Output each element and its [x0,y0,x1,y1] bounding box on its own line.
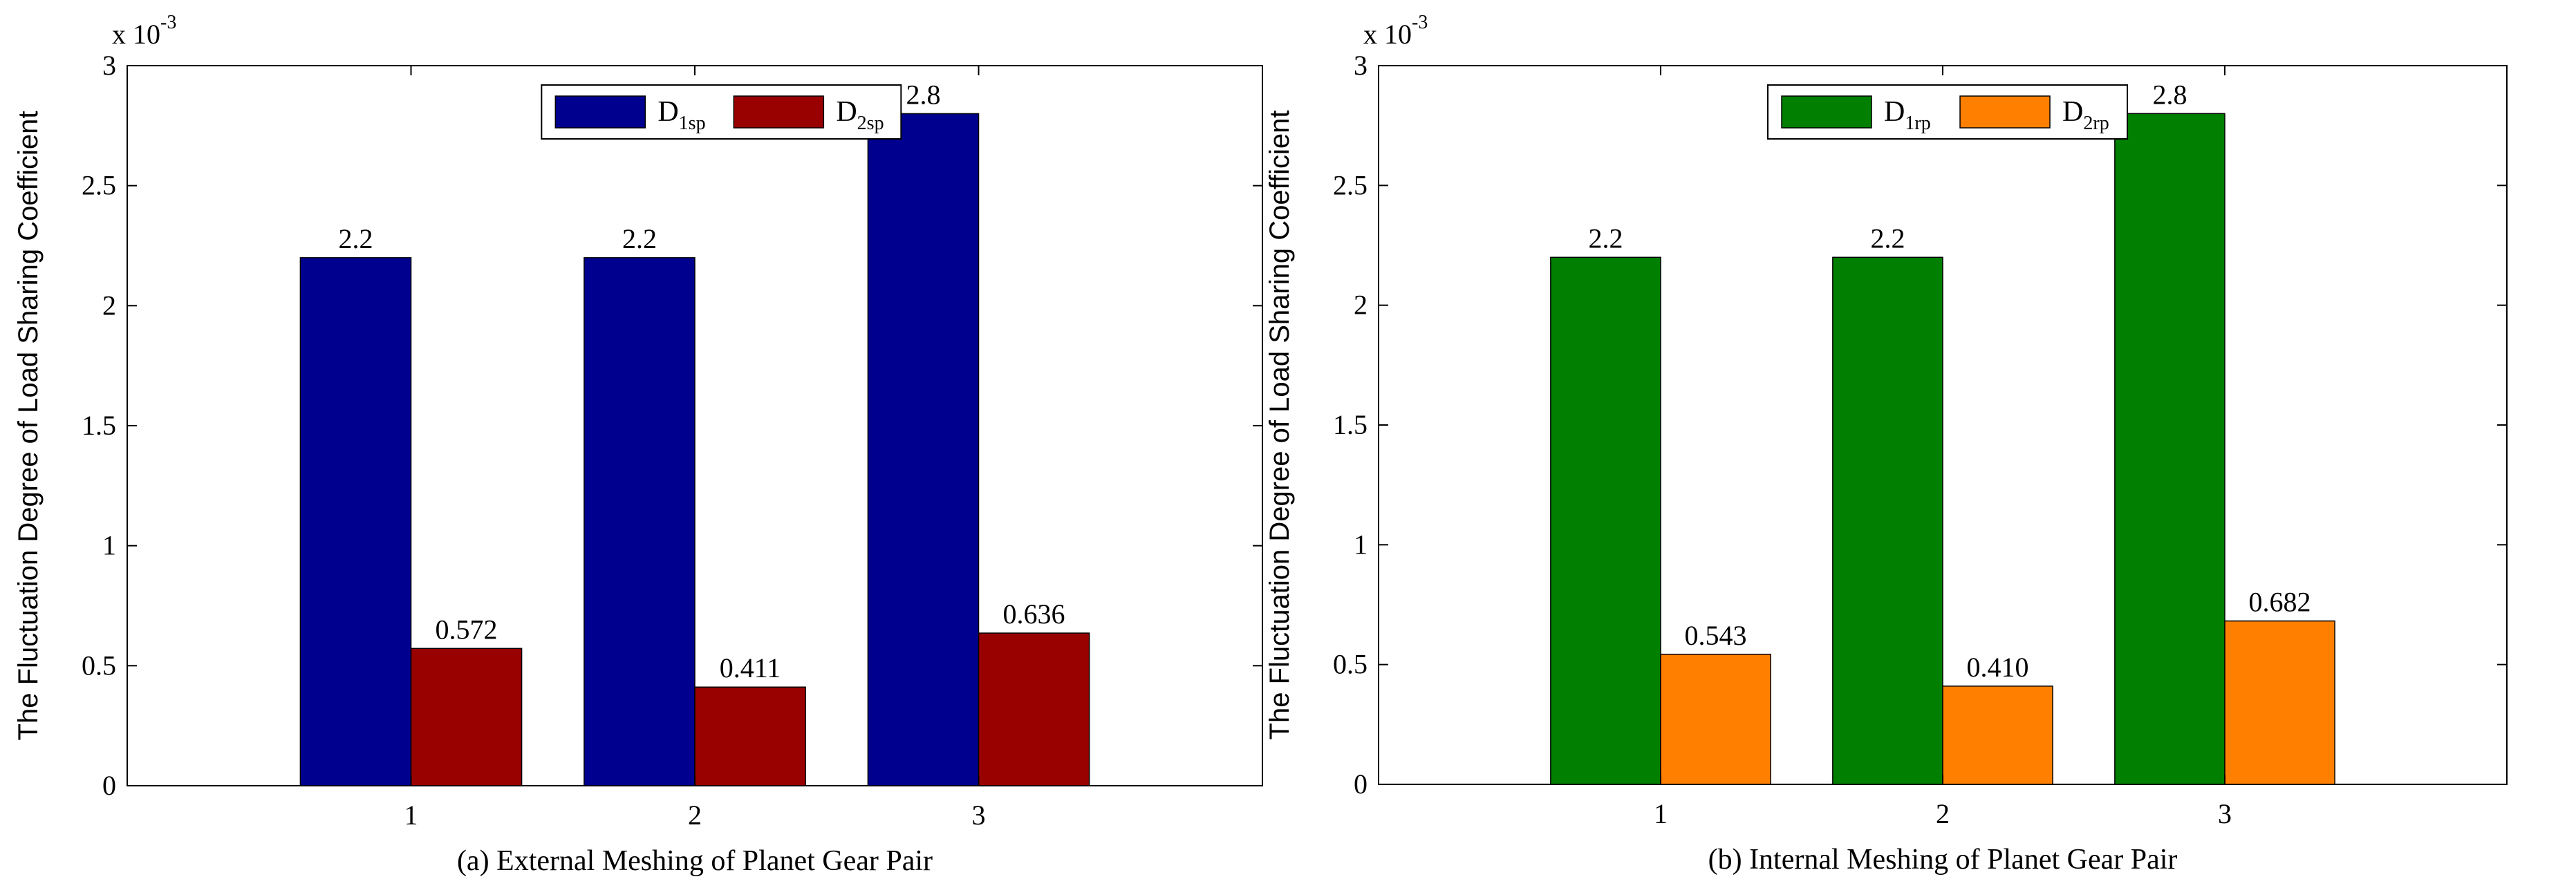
y-tick-label: 2 [102,290,116,321]
panel-caption: (b) Internal Meshing of Planet Gear Pair [1708,844,2178,876]
legend-label: D2rp [2062,96,2109,134]
bar-1rp-2 [1832,256,1943,785]
bar-2rp-2 [1942,686,2053,785]
bar-1sp-3 [867,113,980,786]
multiplier-base: x 10 [1363,19,1412,50]
data-label: 2.2 [1870,223,1905,254]
legend-swatch [733,95,825,129]
y-tick-label: 3 [102,50,116,81]
data-labels: 2.2 2.2 2.8 0.572 0.411 0.636 [338,79,1065,683]
bar-2rp-3 [2224,620,2335,785]
data-label: 0.410 [1967,652,2029,683]
y-tick-label: 1.5 [1333,409,1368,440]
bars-group [299,113,1090,786]
y-tick-label: 3 [1354,50,1368,81]
legend-swatch [554,95,646,129]
data-label: 0.572 [436,614,498,645]
axis-multiplier: x 10-3 [112,12,176,50]
y-tick-label: 0.5 [1333,649,1368,680]
chart-panel-a: 0 0.5 1 1.5 2 2.5 3 1 2 3 2.2 2.2 2.8 0.572 0.411 0.63… [13,12,1263,877]
bar-1rp-1 [1550,256,1661,785]
y-tick-label: 2 [1354,290,1368,321]
bar-2rp-1 [1660,654,1771,785]
y-tick-label: 1 [102,530,116,561]
y-tick-label: 0 [1354,768,1368,800]
multiplier-exponent: -3 [160,12,176,33]
legend-swatch [1781,95,1872,129]
axis-ticks: 0 0.5 1 1.5 2 2.5 3 1 2 3 [82,50,1262,831]
y-tick-label: 2.5 [1333,169,1368,200]
x-tick-label: 3 [972,800,986,831]
x-tick-label: 2 [688,800,702,831]
x-tick-label: 3 [2218,798,2232,829]
data-label: 0.411 [720,652,781,683]
x-tick-label: 1 [404,800,418,831]
legend: D1sp D2sp [541,84,902,140]
bar-1rp-3 [2114,113,2225,785]
data-label: 2.8 [906,79,940,110]
axis-multiplier: x 10-3 [1363,12,1428,50]
data-label: 0.543 [1685,620,1747,651]
bar-2sp-2 [694,686,806,786]
legend-label: D1rp [1884,96,1931,134]
y-tick-label: 1 [1354,529,1368,560]
chart-panel-b: 0 0.5 1 1.5 2 2.5 3 1 2 3 2.2 2.2 2.8 0.543 0.410 0.68… [1264,12,2508,876]
legend-label: D1sp [657,96,705,134]
multiplier-exponent: -3 [1412,12,1428,33]
y-tick-label: 2.5 [82,170,116,201]
data-label: 2.8 [2152,79,2187,110]
legend-label: D2sp [836,96,884,134]
multiplier-base: x 10 [112,19,160,50]
bar-2sp-3 [978,632,1090,786]
y-axis-label: The Fluctuation Degree of Load Sharing C… [1264,111,1295,740]
x-tick-label: 2 [1936,798,1950,829]
data-label: 0.682 [2249,587,2311,618]
bar-1sp-2 [584,257,696,786]
data-label: 2.2 [338,223,373,254]
y-tick-label: 0 [102,770,116,801]
axis-ticks: 0 0.5 1 1.5 2 2.5 3 1 2 3 [1333,50,2507,829]
legend-swatch [1959,95,2051,129]
y-axis-label: The Fluctuation Degree of Load Sharing C… [13,111,44,741]
data-label: 0.636 [1003,598,1065,630]
y-tick-label: 0.5 [82,650,116,681]
x-tick-label: 1 [1654,798,1668,829]
bars-group [1550,113,2335,785]
data-label: 2.2 [1588,223,1623,254]
legend: D1rp D2rp [1767,84,2129,140]
data-labels: 2.2 2.2 2.8 0.543 0.410 0.682 [1588,79,2311,683]
y-tick-label: 1.5 [82,410,116,441]
data-label: 2.2 [622,223,657,254]
bar-2sp-1 [410,648,523,786]
panel-caption: (a) External Meshing of Planet Gear Pair [457,845,933,877]
bar-1sp-1 [299,257,412,786]
